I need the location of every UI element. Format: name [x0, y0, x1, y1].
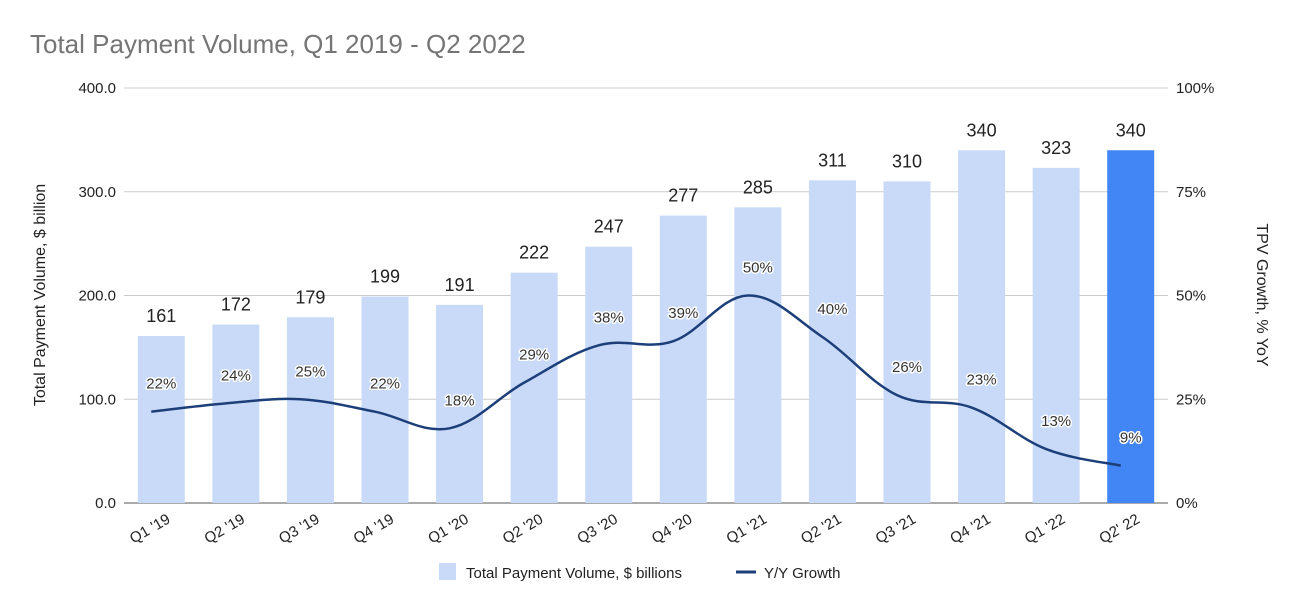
y2-tick-label: 75% [1176, 184, 1206, 201]
bar-value-labels: 161 172 179 199 191 222 247 277 285 311 310 340 323 3… [146, 120, 1145, 326]
legend: Total Payment Volume, $ billions Y/Y Gro… [439, 563, 840, 582]
legend-bar-label: Total Payment Volume, $ billions [466, 565, 682, 582]
growth-line-path [151, 294, 1121, 467]
x-tick-label: Q4 '20 [649, 511, 695, 548]
growth-value-label: 9% [1120, 430, 1142, 447]
y2-tick-label: 0% [1176, 495, 1198, 512]
x-axis-ticks: Q1 '19 Q2 '19 Q3 '19 Q4 '19 Q1 '20 Q2 '20 Q3 '… [127, 511, 1143, 548]
legend-line-label: Y/Y Growth [764, 565, 840, 582]
x-tick-label: Q1 '21 [723, 511, 769, 548]
bar [883, 181, 931, 503]
bar [436, 304, 484, 503]
bar [585, 246, 633, 504]
growth-value-label: 50% [743, 260, 773, 277]
bar [286, 317, 334, 503]
x-tick-label: Q3 '21 [873, 511, 919, 548]
x-tick-label: Q4 '21 [947, 511, 993, 548]
right-axis-ticks: 0% 25% 50% 75% 100% [1176, 80, 1214, 512]
growth-value-label: 40% [817, 301, 847, 318]
bar [510, 272, 558, 503]
growth-value-label: 25% [295, 363, 325, 380]
y-tick-label: 300.0 [78, 184, 116, 201]
left-axis-title: Total Payment Volume, $ billion [32, 184, 49, 406]
bar-value-label: 199 [370, 267, 400, 287]
x-tick-label: Q2' 22 [1096, 511, 1142, 548]
bar [137, 335, 185, 503]
y2-tick-label: 25% [1176, 391, 1206, 408]
legend-bar-swatch [439, 563, 456, 580]
growth-value-label: 26% [892, 359, 922, 376]
chart-title: Total Payment Volume, Q1 2019 - Q2 2022 [30, 29, 526, 59]
bar-value-label: 323 [1041, 138, 1071, 158]
bars [137, 150, 1155, 504]
y-tick-label: 100.0 [78, 391, 116, 408]
growth-value-label: 24% [221, 367, 251, 384]
x-tick-label: Q1 '20 [425, 511, 471, 548]
y2-tick-label: 50% [1176, 288, 1206, 305]
y-tick-label: 200.0 [78, 288, 116, 305]
bar-value-label: 172 [221, 295, 251, 315]
bar-value-label: 222 [519, 243, 549, 263]
growth-value-label: 29% [519, 347, 549, 364]
bar-value-label: 310 [892, 151, 922, 171]
x-tick-label: Q2 '19 [201, 511, 247, 548]
growth-line [151, 294, 1121, 467]
bar [734, 207, 782, 503]
bar [1107, 150, 1155, 503]
bar-value-label: 311 [818, 150, 847, 170]
bar [212, 324, 260, 503]
y-tick-label: 0.0 [95, 495, 116, 512]
growth-value-labels: 22% 24% 25% 22% 18% 29% 38% 39% 50% 40% 26% 23% 13% 9… [145, 258, 1143, 448]
bar-value-label: 340 [967, 120, 997, 140]
bar-value-label: 340 [1116, 120, 1146, 140]
x-tick-label: Q1 '22 [1022, 511, 1068, 548]
growth-value-label: 22% [146, 376, 176, 393]
bar-value-label: 247 [594, 217, 624, 237]
growth-value-label: 23% [967, 372, 997, 389]
bar [808, 180, 856, 503]
bar [659, 215, 707, 504]
bar-value-label: 277 [668, 186, 698, 206]
x-tick-label: Q2 '20 [500, 511, 546, 548]
growth-value-label: 39% [668, 305, 698, 322]
x-tick-label: Q2 '21 [798, 511, 844, 548]
left-axis-ticks: 0.0 100.0 200.0 300.0 400.0 [78, 80, 116, 512]
y2-tick-label: 100% [1176, 80, 1214, 97]
gridlines [124, 87, 1168, 504]
bar-value-label: 179 [295, 287, 325, 307]
x-tick-label: Q3 '20 [574, 511, 620, 548]
right-axis-title: TPV Growth, % YoY [1253, 223, 1270, 367]
growth-value-label: 18% [445, 392, 475, 409]
growth-value-label: 38% [594, 309, 624, 326]
bar [958, 150, 1006, 503]
x-tick-label: Q4 '19 [351, 511, 397, 548]
y-tick-label: 400.0 [78, 80, 116, 97]
bar [361, 296, 409, 503]
x-tick-label: Q3 '19 [276, 511, 322, 548]
x-tick-label: Q1 '19 [127, 511, 173, 548]
bar-value-label: 191 [445, 275, 475, 295]
bar-value-label: 161 [146, 306, 176, 326]
bar-value-label: 285 [743, 177, 773, 197]
growth-value-label: 22% [370, 376, 400, 393]
growth-value-label: 13% [1041, 413, 1071, 430]
